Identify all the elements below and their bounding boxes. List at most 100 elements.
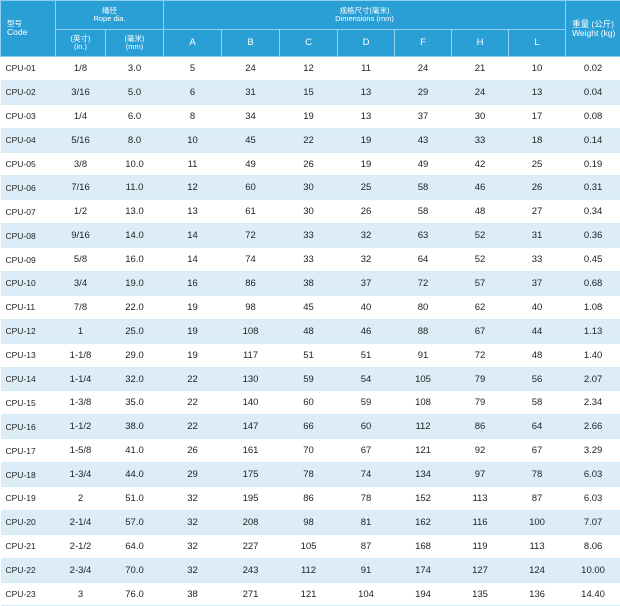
dim-h-cell: 135 [452, 582, 509, 606]
dim-b-cell: 161 [222, 439, 280, 463]
dim-d-cell: 91 [338, 558, 395, 582]
dim-c-cell: 112 [280, 558, 338, 582]
dim-f-cell: 121 [395, 439, 452, 463]
dim-c-cell: 48 [280, 319, 338, 343]
dim-b-cell: 147 [222, 415, 280, 439]
dim-c-cell: 33 [280, 224, 338, 248]
dim-h-cell: 33 [452, 128, 509, 152]
dim-b-cell: 175 [222, 463, 280, 487]
dim-c-cell: 38 [280, 272, 338, 296]
dim-l-cell: 13 [509, 80, 566, 104]
dim-b-cell: 117 [222, 343, 280, 367]
dim-d-cell: 19 [338, 128, 395, 152]
dim-b-cell: 227 [222, 534, 280, 558]
rope-inch-cell: 5/8 [56, 248, 106, 272]
dim-c-cell: 26 [280, 152, 338, 176]
dim-l-cell: 25 [509, 152, 566, 176]
weight-cell: 0.31 [566, 176, 620, 200]
rope-inch-cell: 1/8 [56, 57, 106, 81]
dim-l-cell: 87 [509, 487, 566, 511]
dim-f-cell: 174 [395, 558, 452, 582]
dim-b-cell: 31 [222, 80, 280, 104]
rope-mm-cell: 41.0 [106, 439, 164, 463]
inch-subheader-en: (in.) [56, 43, 105, 51]
rope-mm-cell: 13.0 [106, 200, 164, 224]
dim-a-cell: 32 [164, 487, 222, 511]
dim-l-cell: 17 [509, 104, 566, 128]
dim-b-cell: 271 [222, 582, 280, 606]
rope-inch-cell: 1/2 [56, 200, 106, 224]
rope-inch-cell: 2-3/4 [56, 558, 106, 582]
rope-inch-cell: 1 [56, 319, 106, 343]
rope-mm-cell: 38.0 [106, 415, 164, 439]
code-cell: CPU-17 [1, 439, 56, 463]
dim-c-cell: 70 [280, 439, 338, 463]
dim-c-cell: 22 [280, 128, 338, 152]
dim-a-cell: 12 [164, 176, 222, 200]
rope-inch-cell: 7/16 [56, 176, 106, 200]
dim-a-cell: 10 [164, 128, 222, 152]
dim-a-cell: 22 [164, 391, 222, 415]
dim-l-cell: 113 [509, 534, 566, 558]
dim-f-cell: 64 [395, 248, 452, 272]
weight-cell: 1.08 [566, 295, 620, 319]
rope-mm-cell: 25.0 [106, 319, 164, 343]
dim-a-cell: 6 [164, 80, 222, 104]
dim-c-cell: 12 [280, 57, 338, 81]
dim-d-cell: 46 [338, 319, 395, 343]
dimensions-header: 规格尺寸(毫米) Dimensions (mm) [164, 1, 566, 30]
dim-f-cell: 24 [395, 57, 452, 81]
dim-a-cell: 29 [164, 463, 222, 487]
dim-c-cell: 19 [280, 104, 338, 128]
dim-col-f-header: F [395, 30, 452, 57]
dim-a-cell: 38 [164, 582, 222, 606]
dim-l-cell: 78 [509, 463, 566, 487]
weight-header-en: Weight (kg) [572, 28, 615, 38]
dim-f-cell: 134 [395, 463, 452, 487]
dim-h-cell: 97 [452, 463, 509, 487]
dim-c-cell: 60 [280, 391, 338, 415]
dim-col-a-header: A [164, 30, 222, 57]
dim-a-cell: 32 [164, 558, 222, 582]
rope-dia-header-en: Rope dia. [93, 14, 125, 23]
dim-b-cell: 86 [222, 272, 280, 296]
dim-c-cell: 30 [280, 200, 338, 224]
dim-col-h-header: H [452, 30, 509, 57]
weight-cell: 0.04 [566, 80, 620, 104]
rope-mm-cell: 8.0 [106, 128, 164, 152]
dim-c-cell: 15 [280, 80, 338, 104]
dim-b-cell: 49 [222, 152, 280, 176]
dim-b-cell: 74 [222, 248, 280, 272]
weight-cell: 8.06 [566, 534, 620, 558]
code-cell: CPU-04 [1, 128, 56, 152]
code-cell: CPU-19 [1, 487, 56, 511]
rope-mm-cell: 57.0 [106, 510, 164, 534]
dim-l-cell: 124 [509, 558, 566, 582]
rope-inch-cell: 3/4 [56, 272, 106, 296]
rope-inch-cell: 1-1/2 [56, 415, 106, 439]
code-cell: CPU-16 [1, 415, 56, 439]
weight-cell: 1.40 [566, 343, 620, 367]
code-cell: CPU-10 [1, 272, 56, 296]
dim-h-cell: 46 [452, 176, 509, 200]
dim-b-cell: 24 [222, 57, 280, 81]
weight-cell: 0.19 [566, 152, 620, 176]
dim-l-cell: 37 [509, 272, 566, 296]
dim-b-cell: 72 [222, 224, 280, 248]
dim-l-cell: 10 [509, 57, 566, 81]
dim-f-cell: 72 [395, 272, 452, 296]
dim-l-cell: 56 [509, 367, 566, 391]
dim-h-cell: 116 [452, 510, 509, 534]
dim-d-cell: 67 [338, 439, 395, 463]
dim-b-cell: 130 [222, 367, 280, 391]
dimensions-header-en: Dimensions (mm) [335, 14, 394, 23]
dim-a-cell: 26 [164, 439, 222, 463]
code-cell: CPU-03 [1, 104, 56, 128]
weight-cell: 0.68 [566, 272, 620, 296]
